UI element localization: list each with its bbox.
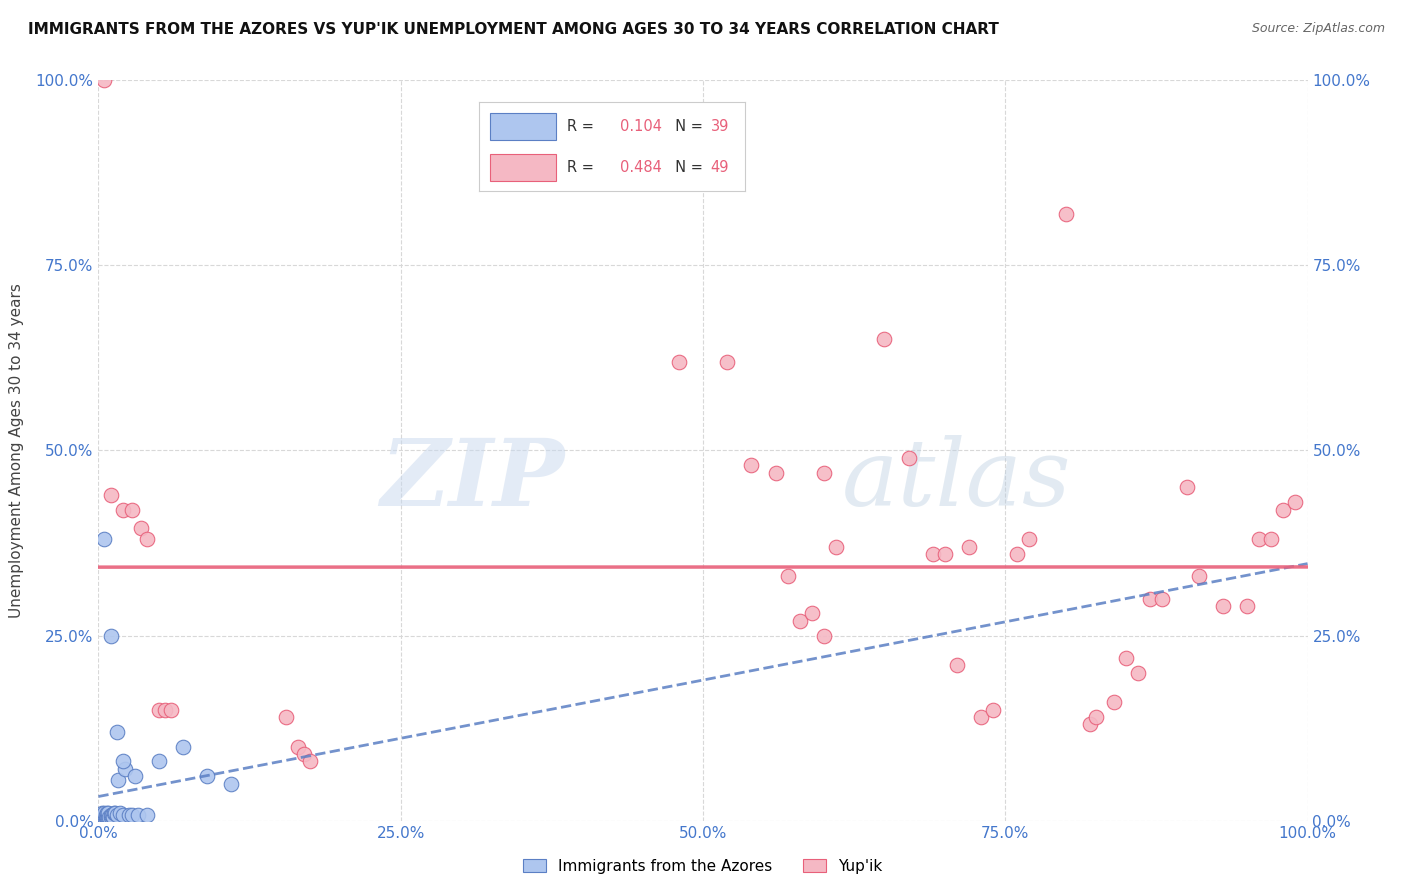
- Point: [105, 724, 128, 739]
- Point: [93, 73, 115, 87]
- Point: [873, 332, 896, 346]
- Point: [91, 810, 114, 824]
- Point: [148, 755, 170, 769]
- Point: [946, 658, 969, 673]
- Point: [101, 810, 124, 824]
- Point: [292, 747, 315, 761]
- Point: [111, 502, 134, 516]
- Point: [121, 807, 143, 822]
- Point: [103, 806, 125, 821]
- Point: [1272, 502, 1295, 516]
- Point: [172, 739, 194, 754]
- Point: [97, 810, 120, 824]
- Point: [100, 488, 122, 502]
- Point: [800, 607, 823, 621]
- Point: [1152, 591, 1174, 606]
- Y-axis label: Unemployment Among Ages 30 to 34 years: Unemployment Among Ages 30 to 34 years: [10, 283, 24, 618]
- Point: [94, 807, 117, 822]
- Point: [221, 776, 243, 791]
- Point: [789, 614, 811, 628]
- Point: [91, 807, 114, 822]
- Point: [118, 807, 141, 822]
- Point: [1078, 717, 1101, 731]
- Point: [93, 807, 115, 822]
- Point: [921, 547, 943, 561]
- Point: [934, 547, 956, 561]
- Point: [1054, 206, 1077, 220]
- Point: [195, 769, 218, 783]
- Point: [96, 806, 118, 821]
- Point: [1085, 710, 1108, 724]
- Point: [100, 807, 122, 822]
- Point: [90, 810, 112, 824]
- Point: [1128, 665, 1150, 680]
- Point: [104, 806, 127, 821]
- Point: [94, 810, 117, 824]
- Point: [825, 540, 848, 554]
- Point: [1249, 533, 1271, 547]
- Point: [93, 810, 115, 824]
- Point: [114, 762, 136, 776]
- Point: [91, 806, 114, 821]
- Point: [813, 628, 835, 642]
- Point: [668, 354, 690, 368]
- Point: [1284, 495, 1306, 509]
- Text: Source: ZipAtlas.com: Source: ZipAtlas.com: [1251, 22, 1385, 36]
- Point: [153, 703, 176, 717]
- Point: [299, 755, 322, 769]
- Point: [100, 807, 122, 822]
- Text: IMMIGRANTS FROM THE AZORES VS YUP'IK UNEMPLOYMENT AMONG AGES 30 TO 34 YEARS CORR: IMMIGRANTS FROM THE AZORES VS YUP'IK UNE…: [28, 22, 1000, 37]
- Point: [1102, 695, 1125, 709]
- Point: [1018, 533, 1040, 547]
- Point: [98, 810, 121, 824]
- Point: [776, 569, 799, 583]
- Point: [111, 807, 134, 822]
- Point: [274, 710, 297, 724]
- Point: [716, 354, 738, 368]
- Point: [970, 710, 993, 724]
- Point: [127, 807, 149, 822]
- Point: [1212, 599, 1234, 613]
- Point: [107, 772, 129, 787]
- Point: [100, 810, 122, 824]
- Point: [124, 769, 146, 783]
- Point: [1188, 569, 1211, 583]
- Point: [105, 807, 128, 822]
- Point: [957, 540, 980, 554]
- Point: [148, 703, 170, 717]
- Point: [1236, 599, 1258, 613]
- Point: [287, 739, 309, 754]
- Point: [91, 810, 114, 824]
- Point: [1139, 591, 1161, 606]
- Point: [100, 628, 122, 642]
- Point: [1175, 480, 1198, 494]
- Point: [765, 466, 787, 480]
- Point: [813, 466, 835, 480]
- Point: [135, 533, 157, 547]
- Point: [135, 807, 157, 822]
- Point: [111, 755, 134, 769]
- Text: atlas: atlas: [842, 435, 1071, 525]
- Point: [1007, 547, 1029, 561]
- Point: [97, 806, 120, 821]
- Point: [121, 502, 143, 516]
- Point: [1115, 650, 1137, 665]
- Point: [981, 703, 1004, 717]
- Point: [1260, 533, 1282, 547]
- Point: [740, 458, 762, 473]
- Point: [108, 806, 131, 821]
- Point: [93, 806, 115, 821]
- Point: [96, 810, 118, 824]
- Point: [129, 521, 152, 535]
- Point: [897, 450, 920, 465]
- Text: ZIP: ZIP: [380, 435, 564, 525]
- Legend: Immigrants from the Azores, Yup'ik: Immigrants from the Azores, Yup'ik: [517, 853, 889, 880]
- Point: [160, 703, 183, 717]
- Point: [93, 533, 115, 547]
